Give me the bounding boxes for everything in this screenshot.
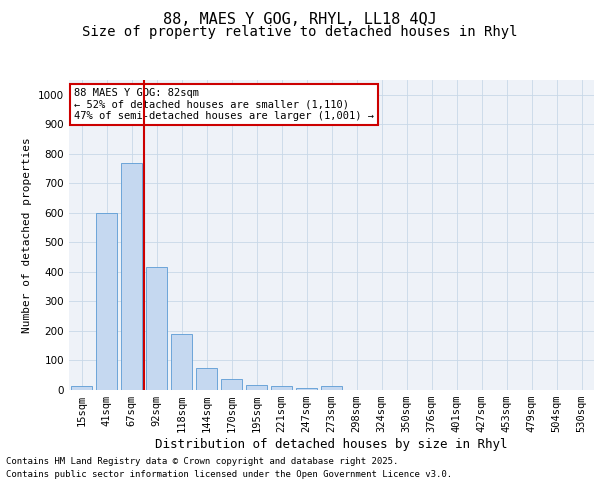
Bar — [196, 368, 217, 390]
Bar — [171, 334, 192, 390]
Bar — [71, 386, 92, 390]
Text: Size of property relative to detached houses in Rhyl: Size of property relative to detached ho… — [82, 25, 518, 39]
Bar — [271, 386, 292, 390]
Bar — [96, 213, 117, 390]
Bar — [321, 386, 342, 390]
Bar — [296, 388, 317, 390]
Text: Contains HM Land Registry data © Crown copyright and database right 2025.: Contains HM Land Registry data © Crown c… — [6, 458, 398, 466]
Bar — [221, 379, 242, 390]
Bar — [246, 384, 267, 390]
Bar — [121, 162, 142, 390]
Bar — [146, 268, 167, 390]
Y-axis label: Number of detached properties: Number of detached properties — [22, 137, 32, 333]
Text: 88 MAES Y GOG: 82sqm
← 52% of detached houses are smaller (1,110)
47% of semi-de: 88 MAES Y GOG: 82sqm ← 52% of detached h… — [74, 88, 374, 121]
Text: 88, MAES Y GOG, RHYL, LL18 4QJ: 88, MAES Y GOG, RHYL, LL18 4QJ — [163, 12, 437, 28]
X-axis label: Distribution of detached houses by size in Rhyl: Distribution of detached houses by size … — [155, 438, 508, 451]
Text: Contains public sector information licensed under the Open Government Licence v3: Contains public sector information licen… — [6, 470, 452, 479]
